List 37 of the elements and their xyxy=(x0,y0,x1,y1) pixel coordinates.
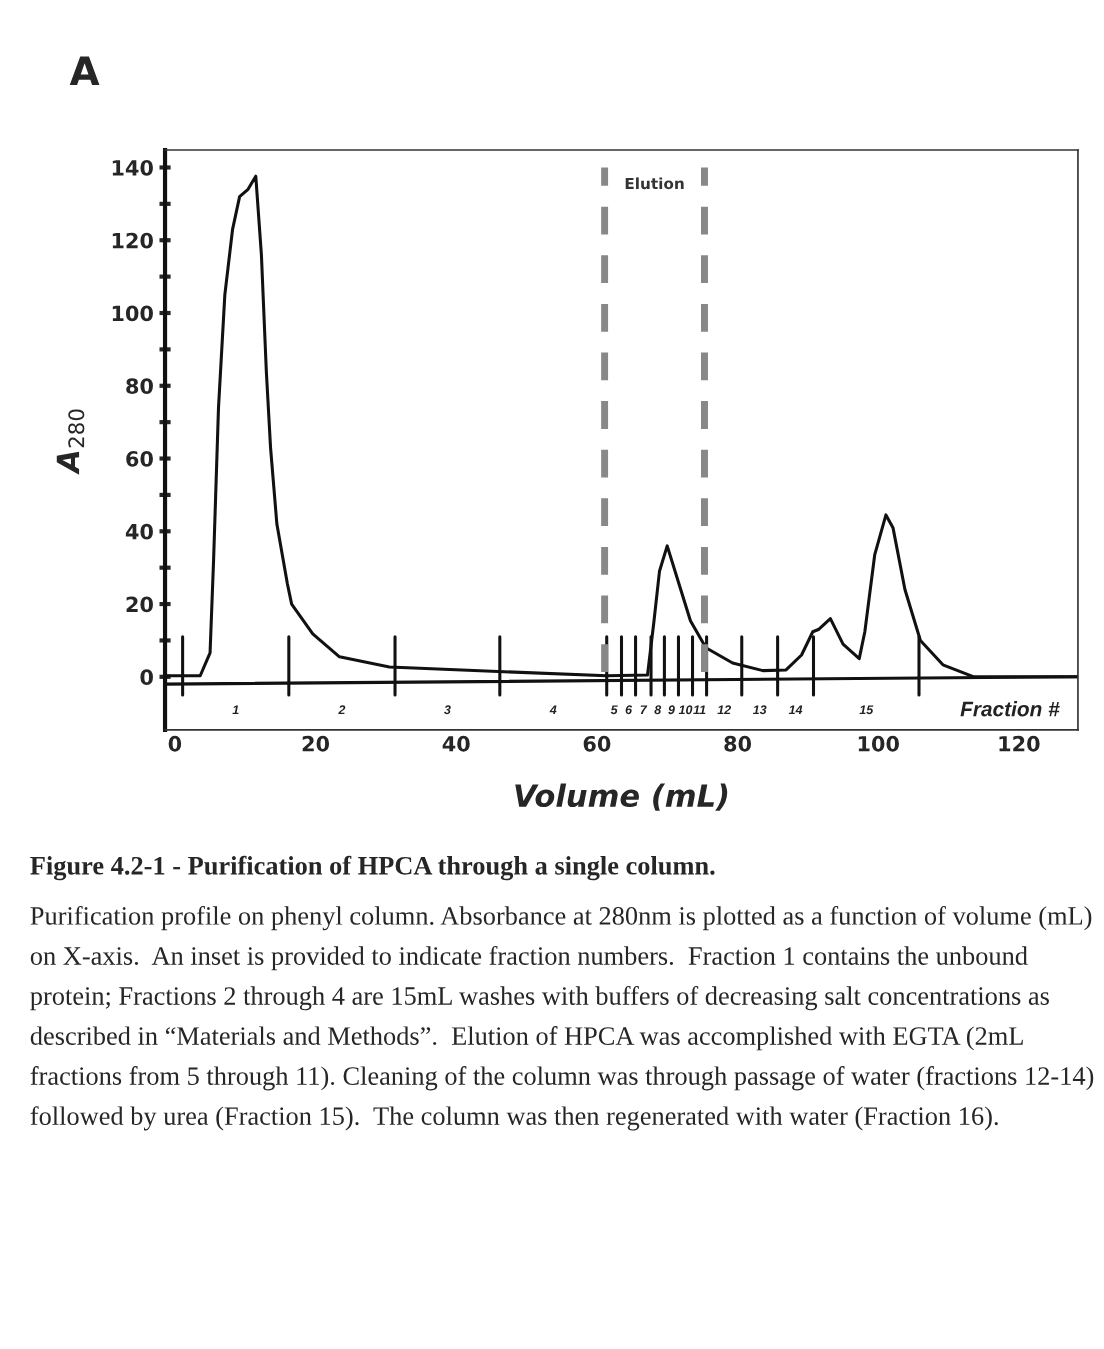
annotation: 14 xyxy=(788,705,803,715)
annotation: Fraction # xyxy=(960,701,1060,717)
x-tick-label: 120 xyxy=(999,735,1040,752)
x-tick-label: 80 xyxy=(724,735,752,752)
annotation: 3 xyxy=(444,705,451,715)
annotation: 10 xyxy=(678,705,693,715)
annotation: Elution xyxy=(625,177,684,190)
y-tick-label: 140 xyxy=(112,159,153,176)
annotation: 12 xyxy=(717,705,732,715)
annotation: 4 xyxy=(549,705,557,715)
x-tick-label: 100 xyxy=(858,735,899,752)
annotation: 11 xyxy=(693,705,706,715)
y-axis-title: A$_{280}$ xyxy=(56,409,85,475)
caption: Figure 4.2-1 - Purification of HPCA through a single column. xyxy=(30,855,715,881)
annotation: 2 xyxy=(338,705,346,715)
y-tick-label: 40 xyxy=(125,523,153,540)
annotation: 8 xyxy=(654,705,662,715)
annotation: 15 xyxy=(859,705,874,715)
y-tick-label: 120 xyxy=(112,232,153,249)
y-tick-label: 80 xyxy=(126,378,153,394)
chart-title: A xyxy=(69,56,100,85)
x-tick-label: 60 xyxy=(583,735,611,752)
y-tick-label: 0 xyxy=(140,669,153,686)
annotation: 13 xyxy=(752,705,767,715)
annotation: 6 xyxy=(625,705,633,715)
annotation: 5 xyxy=(610,705,618,715)
y-tick-label: 20 xyxy=(126,596,153,613)
x-tick-label: 40 xyxy=(442,735,470,752)
text: Purification profile on phenyl column. Absorbance at 280nm is plotted as a function of volume (mL) on X-axis. An inset is provided to indicate fraction numbers. Fraction 1 contains the unbound protein; Fractions 2 through 4 are 15mL washes with buffers of decreasing salt concentrations as described in “Materials and Methods”. Elution of HPCA was accomplished with EGTA (2mL fractions from 5 through 11). Cleaning of the column was through passage of water (fractions 12-14) followed by urea (Fraction 15). The column was then regenerated with water (Fraction 16). xyxy=(30,906,1094,1131)
annotation: 9 xyxy=(668,705,675,715)
x-tick-label: 0 xyxy=(168,735,182,752)
y-tick-label: 100 xyxy=(112,305,153,322)
x-axis-title: Volume (mL) xyxy=(515,783,728,811)
x-tick-label: 20 xyxy=(302,735,330,752)
annotation: 7 xyxy=(640,705,648,715)
y-tick-label: 60 xyxy=(126,450,153,467)
annotation: 1 xyxy=(232,705,239,715)
